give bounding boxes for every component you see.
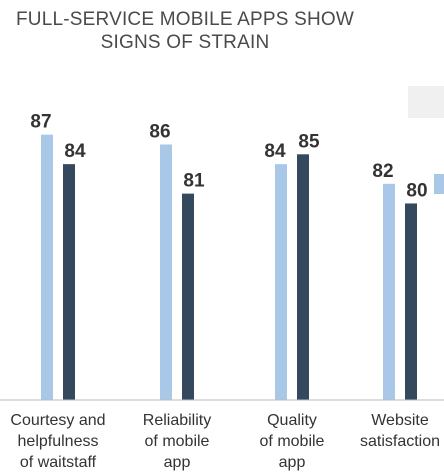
bar-series-2-category-1 <box>63 164 75 400</box>
value-label-series-1-category-4: 82 <box>372 161 393 182</box>
legend-box <box>408 86 444 194</box>
value-label-series-1-category-1: 87 <box>30 112 51 133</box>
bar-series-1-category-4 <box>383 183 395 400</box>
chart-title-line-2: SIGNS OF STRAIN <box>100 32 270 53</box>
chart-title: FULL-SERVICE MOBILE APPS SHOW SIGNS OF S… <box>0 8 370 54</box>
category-label-4-line-1: Website <box>371 412 429 429</box>
bar-series-2-category-2 <box>182 193 194 400</box>
bar-series-1-category-3 <box>275 164 287 400</box>
value-label-series-2-category-3: 85 <box>298 131 320 152</box>
value-label-series-2-category-4: 80 <box>406 180 427 201</box>
category-label-3-line-1: Quality <box>267 412 317 429</box>
category-label-1-line-1: Courtesy and <box>10 412 105 429</box>
value-labels-layer: 87 86 84 82 84 81 85 80 <box>30 112 427 202</box>
bar-series-1-category-2 <box>160 144 172 400</box>
bars-layer <box>41 134 417 401</box>
category-label-3-line-2: of mobile <box>260 433 325 450</box>
value-label-series-2-category-2: 81 <box>183 171 205 192</box>
value-label-series-2-category-1: 84 <box>64 141 86 162</box>
bar-series-1-category-1 <box>41 134 53 401</box>
category-label-2-line-1: Reliability <box>143 412 211 429</box>
category-label-1-line-3: of waitstaff <box>20 454 97 471</box>
category-label-2-line-3: app <box>164 454 191 471</box>
legend-swatch-series-1 <box>434 174 444 194</box>
value-label-series-1-category-2: 86 <box>149 121 170 142</box>
bar-series-2-category-3 <box>297 154 309 400</box>
category-labels-layer: Courtesy and helpfulness of waitstaff Relia… <box>10 412 440 471</box>
category-label-2-line-2: of mobile <box>145 433 210 450</box>
category-label-4-line-2: satisfaction <box>360 433 440 450</box>
chart-title-line-1: FULL-SERVICE MOBILE APPS SHOW <box>15 9 355 30</box>
category-label-1-line-2: helpfulness <box>18 433 99 450</box>
value-label-series-1-category-3: 84 <box>264 141 286 162</box>
category-label-3-line-3: app <box>279 454 306 471</box>
bar-series-2-category-4 <box>405 203 417 400</box>
